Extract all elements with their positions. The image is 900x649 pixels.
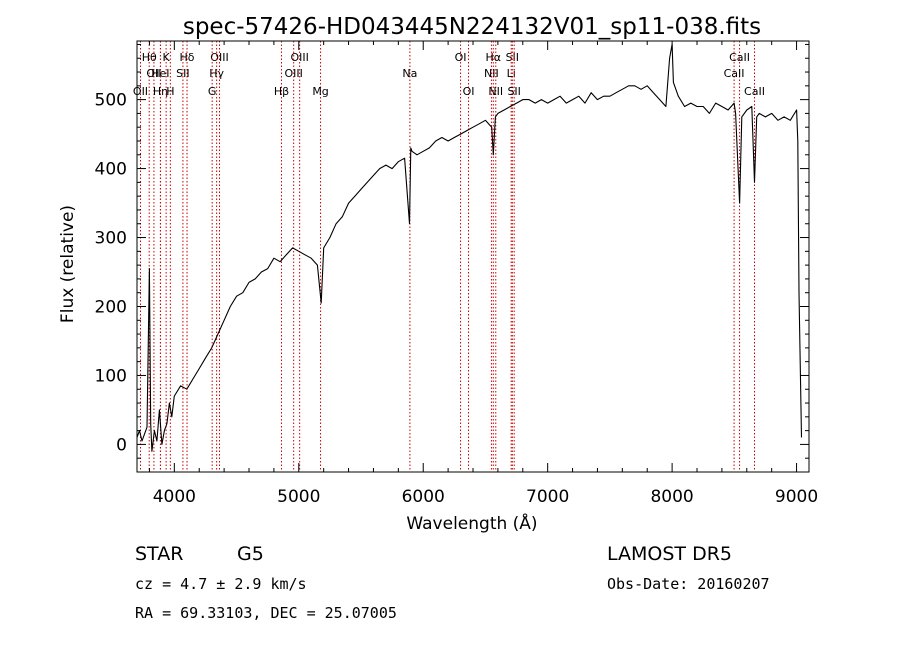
x-axis-ticks: 4000 5000 6000 7000 8000 9000 [148, 41, 818, 507]
x-axis-label: Wavelength (Å) [406, 512, 537, 534]
plot-frame [136, 40, 810, 473]
line-label-1: OII [146, 67, 161, 80]
line-label-24: SII [507, 85, 520, 98]
line-label-18: OI [463, 85, 475, 98]
obs-date: Obs-Date: 20160207 [607, 575, 770, 593]
line-label-26: CaII [724, 67, 745, 80]
line-label-25: CaII [729, 51, 750, 64]
line-label-20: NII [484, 67, 499, 80]
line-label-21: NII [488, 85, 503, 98]
y-axis-ticks: 0 100 200 300 400 500 [95, 43, 809, 459]
line-label-11: G [208, 85, 217, 98]
coordinates: RA = 69.33103, DEC = 25.07005 [135, 604, 397, 622]
line-label-6: H [166, 85, 174, 98]
line-label-22: SII [506, 51, 519, 64]
survey-name: LAMOST DR5 [607, 543, 732, 565]
x-tick-label-1: 5000 [277, 487, 320, 507]
y-tick-label-3: 300 [95, 229, 127, 249]
line-label-10: Hγ [209, 67, 224, 80]
line-label-8: SII [176, 67, 189, 80]
line-label-0: Hθ [142, 51, 157, 64]
line-label-16: Na [402, 67, 417, 80]
line-label-7: Hδ [180, 51, 195, 64]
line-label-13: OIII [290, 51, 308, 64]
y-axis-label: Flux (relative) [58, 205, 78, 323]
plot-area [136, 43, 803, 452]
spectrum-series-0 [136, 43, 803, 452]
x-tick-label-0: 4000 [153, 487, 196, 507]
y-tick-label-2: 200 [95, 297, 127, 317]
x-tick-label-3: 7000 [526, 487, 569, 507]
x-tick-label-4: 8000 [650, 487, 693, 507]
line-label-27: CaII [744, 85, 765, 98]
line-label-5: HeI [151, 67, 169, 80]
line-label-23: Li [507, 67, 516, 80]
y-tick-label-5: 500 [95, 91, 127, 111]
y-tick-label-4: 400 [95, 160, 127, 180]
line-label-17: OI [455, 51, 467, 64]
y-tick-label-1: 100 [95, 366, 127, 386]
line-label-12: Hβ [274, 85, 289, 98]
object-class: STAR [135, 543, 183, 565]
line-label-4: K [163, 51, 171, 64]
line-label-9: OIII [210, 51, 228, 64]
line-label-14: OIII [284, 67, 302, 80]
x-tick-label-5: 9000 [775, 487, 818, 507]
line-label-19: Hα [486, 51, 502, 64]
object-subclass: G5 [237, 543, 264, 565]
x-tick-label-2: 6000 [402, 487, 445, 507]
y-tick-label-0: 0 [116, 435, 127, 455]
chart-title: spec-57426-HD043445N224132V01_sp11-038.f… [183, 14, 761, 40]
line-label-15: Mg [312, 85, 328, 98]
redshift-cz: cz = 4.7 ± 2.9 km/s [135, 575, 307, 593]
line-label-2: OII [133, 85, 148, 98]
